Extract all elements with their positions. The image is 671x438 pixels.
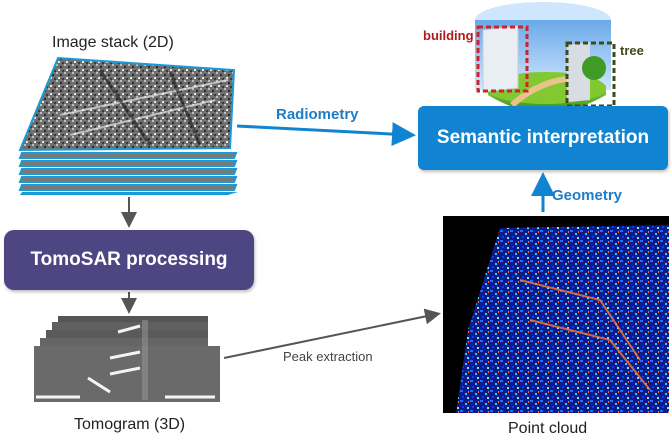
tree-highlight-box xyxy=(565,41,616,108)
peak-extraction-label: Peak extraction xyxy=(283,349,373,364)
semantic-interpretation-box: Semantic interpretation xyxy=(418,106,668,170)
point-cloud-graphic xyxy=(443,216,669,413)
arrow-peak-extraction xyxy=(223,308,441,359)
image-stack-graphic xyxy=(18,56,238,195)
point-cloud-label: Point cloud xyxy=(508,420,588,437)
building-label: building xyxy=(423,28,474,43)
tree-label: tree xyxy=(620,43,644,58)
building-highlight-box xyxy=(476,25,529,93)
arrow-radiometry xyxy=(236,122,416,147)
tomogram-label: Tomogram (3D) xyxy=(74,416,186,433)
image-stack-label: Image stack (2D) xyxy=(52,34,174,51)
tomosar-processing-box: TomoSAR processing xyxy=(4,230,254,290)
city-scene-graphic xyxy=(475,2,616,113)
tomogram-graphic xyxy=(34,316,220,402)
radiometry-label: Radiometry xyxy=(276,106,359,123)
geometry-label: Geometry xyxy=(552,187,623,204)
